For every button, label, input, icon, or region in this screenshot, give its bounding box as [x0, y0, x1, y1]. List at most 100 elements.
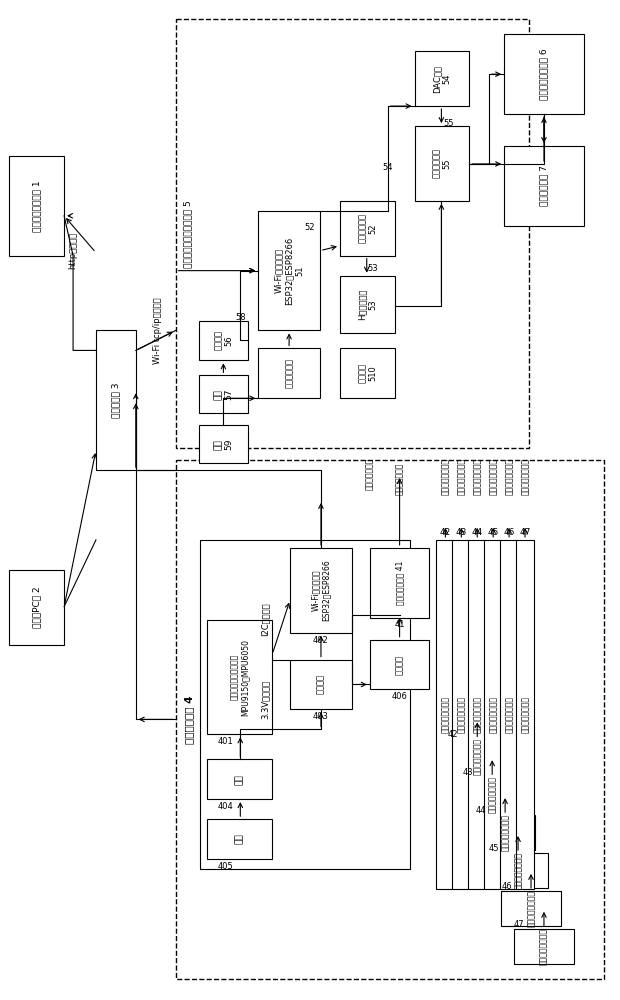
Text: 右侧大腿检测单元: 右侧大腿检测单元 [489, 696, 498, 733]
Text: 47: 47 [514, 920, 525, 929]
Text: 41: 41 [394, 620, 405, 629]
Text: 右侧大腿姿态数据: 右侧大腿姿态数据 [489, 458, 498, 495]
Text: 左侧大腿姿态数据: 左侧大腿姿态数据 [441, 458, 450, 495]
Text: 47: 47 [520, 528, 531, 537]
Text: 53: 53 [368, 264, 378, 273]
Bar [208, 819, 272, 859]
Bar [436, 540, 454, 889]
Text: 403: 403 [313, 712, 329, 721]
Text: 401: 401 [218, 737, 233, 746]
Text: 左侧脚部检测单元: 左侧脚部检测单元 [500, 814, 510, 851]
Text: 左侧脚部姿态数据: 左侧脚部姿态数据 [472, 458, 482, 495]
Bar [500, 540, 518, 889]
Text: 42: 42 [440, 528, 451, 537]
Text: 55: 55 [443, 119, 454, 128]
Bar [516, 540, 534, 889]
Text: 右侧脚部检测单元: 右侧脚部检测单元 [539, 928, 549, 965]
Text: 电源升压模块: 电源升压模块 [285, 358, 294, 388]
Bar [468, 540, 486, 889]
Text: 无线路由器 3: 无线路由器 3 [112, 383, 120, 418]
Bar [208, 620, 272, 734]
Bar [415, 126, 469, 201]
Bar [504, 146, 584, 226]
Bar [175, 19, 529, 448]
Text: 电池: 电池 [236, 834, 244, 844]
Bar [198, 320, 248, 360]
Text: 表面肌肉刺激电极 6: 表面肌肉刺激电极 6 [539, 48, 549, 100]
Text: 左侧小腿检测单元: 左侧小腿检测单元 [488, 776, 497, 813]
Bar [370, 548, 430, 618]
Text: Wi-Fi tcp/ip通讯协议: Wi-Fi tcp/ip通讯协议 [153, 297, 162, 364]
Text: Wi-Fi物联网模块
ESP32或ESP8266
51: Wi-Fi物联网模块 ESP32或ESP8266 51 [274, 237, 304, 305]
Text: 右侧小腿姿态数据: 右侧小腿姿态数据 [505, 458, 513, 495]
Text: I2C通讯总线: I2C通讯总线 [260, 603, 270, 636]
Text: 开关
57: 开关 57 [214, 389, 233, 400]
Text: 左侧大腿检测单元: 左侧大腿检测单元 [472, 738, 482, 775]
Bar [208, 759, 272, 799]
Text: 多轴倾角加速度传感器
MPU9150或MPU6050: 多轴倾角加速度传感器 MPU9150或MPU6050 [230, 639, 249, 716]
Text: 右侧大腿检测单元: 右侧大腿检测单元 [513, 852, 523, 889]
Bar [501, 891, 561, 926]
Bar [290, 548, 352, 633]
Text: 充电接口: 充电接口 [395, 655, 404, 675]
Text: 左侧大腿检测单元: 左侧大腿检测单元 [441, 696, 450, 733]
Bar [259, 211, 320, 330]
Text: 左侧脚部检测单元: 左侧脚部检测单元 [472, 696, 482, 733]
Text: 手机或PC机 2: 手机或PC机 2 [32, 586, 41, 628]
Bar [504, 34, 584, 114]
Text: 功能性神经肌肉电刺激器 5: 功能性神经肌肉电刺激器 5 [183, 200, 192, 268]
Bar [484, 540, 502, 889]
Bar [9, 156, 64, 256]
Text: Wi-Fi物联网模块
ESP32或ESP8266: Wi-Fi物联网模块 ESP32或ESP8266 [311, 559, 330, 621]
Bar [9, 570, 64, 645]
Bar [476, 815, 535, 850]
Text: 45: 45 [487, 528, 499, 537]
Text: 404: 404 [218, 802, 233, 811]
Bar [198, 425, 248, 463]
Bar [453, 540, 471, 889]
Bar [488, 853, 548, 888]
Bar [370, 640, 430, 689]
Text: 右侧小腿检测单元: 右侧小腿检测单元 [505, 696, 513, 733]
Bar [259, 348, 320, 398]
Text: 稳压芯片
56: 稳压芯片 56 [214, 330, 233, 350]
Text: 46: 46 [501, 882, 512, 891]
Text: 3.3V稳压供电: 3.3V稳压供电 [260, 680, 270, 719]
Text: 402: 402 [313, 636, 329, 645]
Text: 44: 44 [472, 528, 483, 537]
Text: 54: 54 [383, 163, 393, 172]
Text: 右侧脚部检测单元: 右侧脚部检测单元 [521, 696, 529, 733]
Bar [340, 276, 394, 333]
Text: 43: 43 [456, 528, 467, 537]
Text: 52: 52 [305, 223, 315, 232]
Bar [415, 51, 469, 106]
Text: 右侧小腿检测单元: 右侧小腿检测单元 [526, 890, 536, 927]
Text: 开关: 开关 [236, 774, 244, 785]
Bar [340, 348, 394, 398]
Text: 44: 44 [476, 806, 485, 815]
Text: 45: 45 [488, 844, 498, 853]
Text: 左侧小腿姿态数据: 左侧小腿姿态数据 [457, 458, 466, 495]
Text: 46: 46 [503, 528, 515, 537]
Bar [198, 375, 248, 413]
Text: 43: 43 [463, 768, 473, 777]
Text: 恒流激励电路
55: 恒流激励电路 55 [432, 148, 451, 178]
Bar [463, 777, 522, 812]
Text: 右侧脚部姿态数据: 右侧脚部姿态数据 [521, 458, 529, 495]
Text: 充电接口
510: 充电接口 510 [358, 363, 377, 383]
Text: 腰腹部姿态数据: 腰腹部姿态数据 [395, 463, 404, 495]
Text: DAC芯片
54: DAC芯片 54 [432, 65, 451, 93]
Bar [514, 929, 574, 964]
Text: H桥输出电路
53: H桥输出电路 53 [358, 289, 377, 320]
Text: 腰腹部检测单元 41: 腰腹部检测单元 41 [395, 561, 404, 605]
Bar [340, 201, 394, 256]
Bar [200, 540, 410, 869]
Text: 左侧小腿检测单元: 左侧小腿检测单元 [457, 696, 466, 733]
Text: 功率驱动芯片
52: 功率驱动芯片 52 [358, 213, 377, 243]
Bar [175, 460, 604, 979]
Text: 42: 42 [448, 730, 458, 739]
Text: 58: 58 [235, 313, 246, 322]
Text: 物联网云端服务器 1: 物联网云端服务器 1 [32, 180, 41, 232]
Text: 电池
59: 电池 59 [214, 438, 233, 450]
Text: 腰腹部姿态数据: 腰腹部姿态数据 [365, 458, 374, 490]
